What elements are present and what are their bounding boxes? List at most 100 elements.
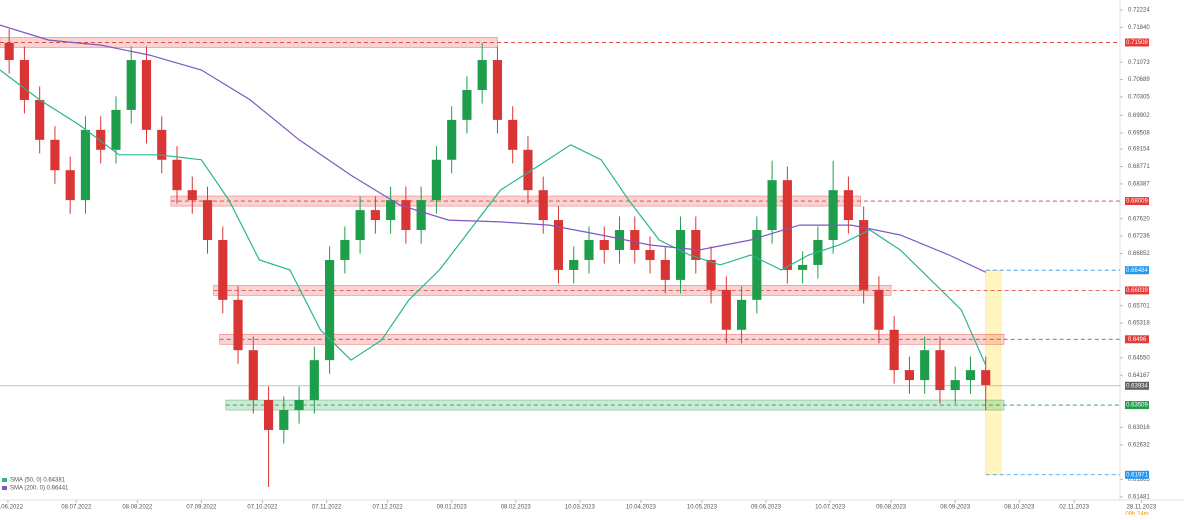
countdown: 09h 24m: [1125, 511, 1148, 515]
candle-body: [50, 139, 60, 171]
x-tick-label: 28.11.2023: [1127, 505, 1157, 511]
x-tick-label: 10.07.2023: [815, 505, 846, 511]
candle-body: [721, 289, 731, 330]
x-tick-label: 10.05.2023: [687, 505, 718, 511]
candle-body: [294, 400, 304, 411]
level-label: 0.71508: [1126, 40, 1148, 46]
x-tick-label: 07.11.2022: [312, 505, 342, 511]
candle-body: [263, 400, 274, 430]
candle-body: [126, 60, 136, 110]
candle-body: [80, 129, 91, 201]
candle-body: [645, 249, 655, 260]
y-tick-label: 0.62632: [1128, 442, 1150, 448]
last-price-tag: [1125, 381, 1149, 390]
candle-body: [904, 370, 915, 381]
candle-body: [462, 89, 472, 120]
candle-body: [35, 99, 45, 140]
target-tag: [1125, 470, 1149, 479]
x-tick-label: 09.06.2023: [751, 505, 782, 511]
candle-body: [859, 220, 869, 290]
candle-body: [843, 190, 853, 221]
x-tick-label: 08.09.2023: [940, 505, 971, 511]
x-tick-label: 08.10.2023: [1004, 505, 1035, 511]
y-tick-label: 0.71073: [1128, 60, 1150, 66]
x-tick-label: 08.02.2023: [501, 505, 532, 511]
candle-body: [111, 109, 121, 150]
candle-body: [416, 200, 426, 231]
candle-body: [569, 259, 579, 270]
candle-body: [660, 259, 670, 280]
x-tick-label: 10.04.2023: [626, 505, 657, 511]
legend-swatch: [2, 478, 7, 482]
x-tick-label: 08.08.2022: [122, 505, 153, 511]
candle-body: [279, 410, 289, 430]
candle-body: [202, 200, 213, 241]
y-tick-label: 0.61865: [1128, 477, 1150, 483]
y-tick-label: 0.65701: [1128, 303, 1150, 309]
y-tick-label: 0.69154: [1128, 147, 1150, 153]
y-tick-label: 0.72224: [1128, 8, 1150, 14]
y-tick-label: 0.65318: [1128, 321, 1150, 327]
candle-body: [4, 42, 14, 61]
candle-body: [752, 230, 762, 300]
candle-body: [920, 350, 930, 381]
candle-body: [553, 220, 564, 270]
y-tick-label: 0.64550: [1128, 355, 1150, 361]
level-label: 0.66039: [1126, 288, 1148, 294]
sma-line: [0, 24, 986, 273]
candle-body: [65, 170, 75, 201]
target-label: 0.61971: [1126, 472, 1148, 478]
candle-body: [599, 240, 609, 250]
candle-body: [325, 259, 335, 361]
y-tick-label: 0.70305: [1128, 95, 1150, 101]
target-tag: [1125, 266, 1149, 275]
legend-swatch: [2, 486, 7, 490]
candle-body: [187, 190, 197, 201]
x-tick-label: 10.03.2023: [565, 505, 596, 511]
level-tag: [1125, 401, 1149, 410]
sma-line: [0, 69, 987, 366]
candle-body: [355, 210, 365, 241]
level-label: 0.63509: [1126, 403, 1148, 409]
candle-body: [981, 370, 991, 386]
x-tick-label: 08.07.2022: [61, 505, 92, 511]
candle-body: [523, 149, 533, 191]
candle-body: [431, 159, 441, 201]
candle-body: [401, 200, 411, 231]
y-tick-label: 0.69508: [1128, 131, 1150, 137]
candle-body: [614, 230, 625, 250]
level-tag: [1125, 286, 1149, 295]
legend-entry: SMA (50, 0) 0.64381: [10, 478, 66, 484]
y-tick-label: 0.71840: [1128, 25, 1150, 31]
x-tick-label: 07.09.2022: [186, 505, 217, 511]
candle-body: [96, 129, 106, 150]
candle-body: [950, 380, 960, 391]
candle-body: [538, 190, 548, 221]
y-tick-label: 0.67620: [1128, 216, 1150, 222]
candle-body: [19, 60, 29, 100]
candle-body: [477, 60, 487, 90]
legend-entry: SMA (200, 0) 0.66441: [10, 486, 69, 492]
candle-body: [874, 289, 884, 330]
candle-body: [691, 230, 701, 260]
x-tick-label: 09.01.2023: [437, 505, 468, 511]
candle-body: [584, 240, 594, 260]
candle-body: [233, 299, 243, 351]
x-tick-label: 08.06.2022: [0, 505, 24, 511]
y-tick-label: 0.69902: [1128, 113, 1150, 119]
candle-body: [309, 360, 319, 401]
level-label: 0.6496: [1128, 337, 1147, 343]
candle-body: [218, 240, 228, 300]
candle-body: [340, 240, 350, 260]
candle-body: [141, 60, 152, 130]
candle-body: [630, 230, 640, 250]
candle-body: [508, 119, 518, 150]
last-price-label: 0.63934: [1126, 383, 1148, 389]
y-tick-label: 0.64167: [1128, 373, 1150, 379]
candle-body: [386, 200, 396, 221]
y-tick-label: 0.66852: [1128, 251, 1150, 257]
candle-body: [965, 370, 976, 381]
candle-body: [767, 180, 777, 231]
x-tick-label: 02.11.2023: [1059, 505, 1089, 511]
